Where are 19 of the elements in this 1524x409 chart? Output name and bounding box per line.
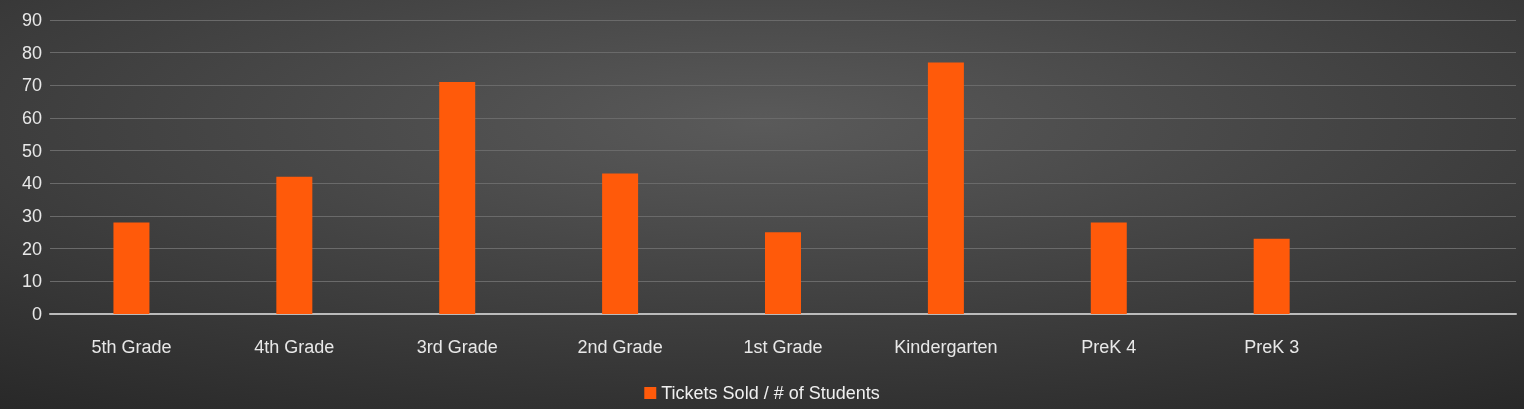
y-tick-label: 20 bbox=[21, 238, 42, 259]
x-tick-label: 2nd Grade bbox=[577, 337, 663, 357]
x-tick-label: Kindergarten bbox=[894, 337, 998, 357]
y-tick-label: 80 bbox=[21, 42, 42, 63]
x-tick-label: 3rd Grade bbox=[416, 337, 498, 357]
y-tick-label: 40 bbox=[21, 173, 42, 194]
y-tick-label: 60 bbox=[21, 108, 42, 128]
x-tick-label: 4th Grade bbox=[254, 337, 335, 357]
x-tick-label: PreK 3 bbox=[1244, 337, 1300, 357]
y-tick-label: 90 bbox=[21, 10, 42, 30]
y-tick-label: 70 bbox=[21, 75, 42, 96]
y-tick-label: 50 bbox=[21, 140, 42, 161]
y-tick-label: 0 bbox=[31, 304, 42, 324]
x-tick-label: PreK 4 bbox=[1081, 337, 1137, 357]
y-tick-label: 30 bbox=[21, 206, 42, 226]
x-tick-label: 5th Grade bbox=[91, 337, 172, 357]
legend-label: Tickets Sold / # of Students bbox=[661, 383, 880, 403]
x-tick-label: 1st Grade bbox=[743, 337, 823, 357]
y-tick-label: 10 bbox=[21, 271, 42, 292]
